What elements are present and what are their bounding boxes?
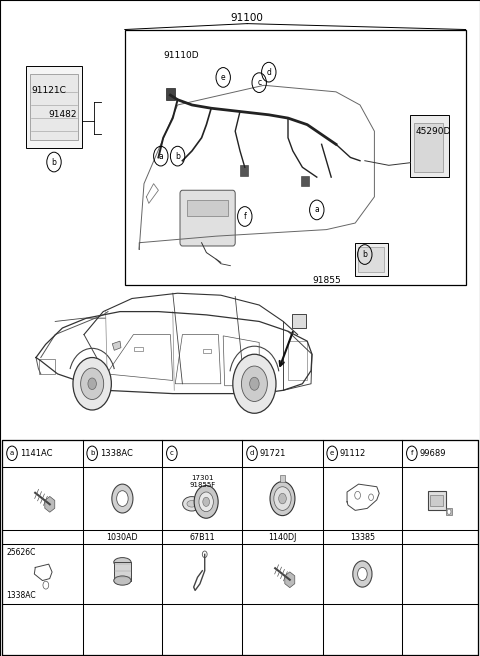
Bar [125,30,466,285]
Bar [430,495,443,506]
Text: e: e [330,450,334,457]
Polygon shape [45,497,55,512]
Text: d: d [250,450,254,457]
Text: 99689: 99689 [420,449,446,458]
Text: b: b [51,157,57,167]
Text: 67B11: 67B11 [190,533,215,542]
Bar [301,176,309,186]
Circle shape [88,378,96,390]
Circle shape [279,493,286,504]
Text: 91721: 91721 [260,449,286,458]
Circle shape [73,358,111,410]
Text: c: c [170,450,174,457]
Text: 91855F: 91855F [189,482,216,489]
Bar [358,247,384,272]
Text: 45290D: 45290D [415,127,451,136]
Text: b: b [175,152,180,161]
Bar [166,88,175,100]
Circle shape [199,492,213,512]
Text: c: c [257,78,261,87]
Text: a: a [158,152,163,161]
Text: 13385: 13385 [350,533,375,542]
Bar [203,349,211,353]
Bar [134,347,143,351]
Text: 1030AD: 1030AD [107,533,138,542]
Circle shape [270,482,295,516]
Bar [288,341,307,380]
Bar [240,165,248,176]
Circle shape [358,567,367,581]
Bar [39,359,55,374]
Ellipse shape [114,558,131,567]
Circle shape [81,368,104,400]
Bar [428,491,446,510]
Bar [26,66,82,148]
Circle shape [447,509,451,514]
Bar [355,243,388,276]
Polygon shape [112,341,121,350]
Bar [114,562,131,581]
Bar [292,314,306,328]
Circle shape [117,491,128,506]
Text: a: a [314,205,319,215]
Text: 1338AC: 1338AC [100,449,132,458]
Bar [410,115,449,177]
Text: 17301: 17301 [191,474,214,481]
Polygon shape [285,572,295,588]
Text: 25626C: 25626C [6,548,36,557]
Text: 91855: 91855 [312,276,341,285]
Bar [2,440,478,655]
Text: 1338AC: 1338AC [6,591,36,600]
Text: 1140DJ: 1140DJ [268,533,297,542]
Text: 91482: 91482 [48,110,76,119]
Text: 91110D: 91110D [163,51,199,60]
FancyBboxPatch shape [180,190,235,246]
Bar [187,200,228,216]
Ellipse shape [182,497,201,511]
Text: d: d [266,68,271,77]
Text: f: f [243,212,246,221]
Text: 91112: 91112 [340,449,366,458]
Text: 91100: 91100 [231,13,264,24]
Circle shape [353,561,372,587]
Text: e: e [221,73,226,82]
Circle shape [274,487,291,510]
Text: b: b [90,450,95,457]
Ellipse shape [114,576,131,585]
Circle shape [194,485,218,518]
Circle shape [241,366,267,401]
Circle shape [112,484,133,513]
Circle shape [233,354,276,413]
Circle shape [203,497,209,506]
Bar [280,475,285,482]
Bar [414,123,443,172]
Text: a: a [10,450,14,457]
Ellipse shape [187,501,197,507]
Text: f: f [410,450,413,457]
Text: 91121C: 91121C [31,86,66,95]
Text: 1141AC: 1141AC [20,449,52,458]
Bar [446,508,452,515]
Bar [30,74,78,140]
Text: b: b [362,250,367,259]
Circle shape [250,377,259,390]
